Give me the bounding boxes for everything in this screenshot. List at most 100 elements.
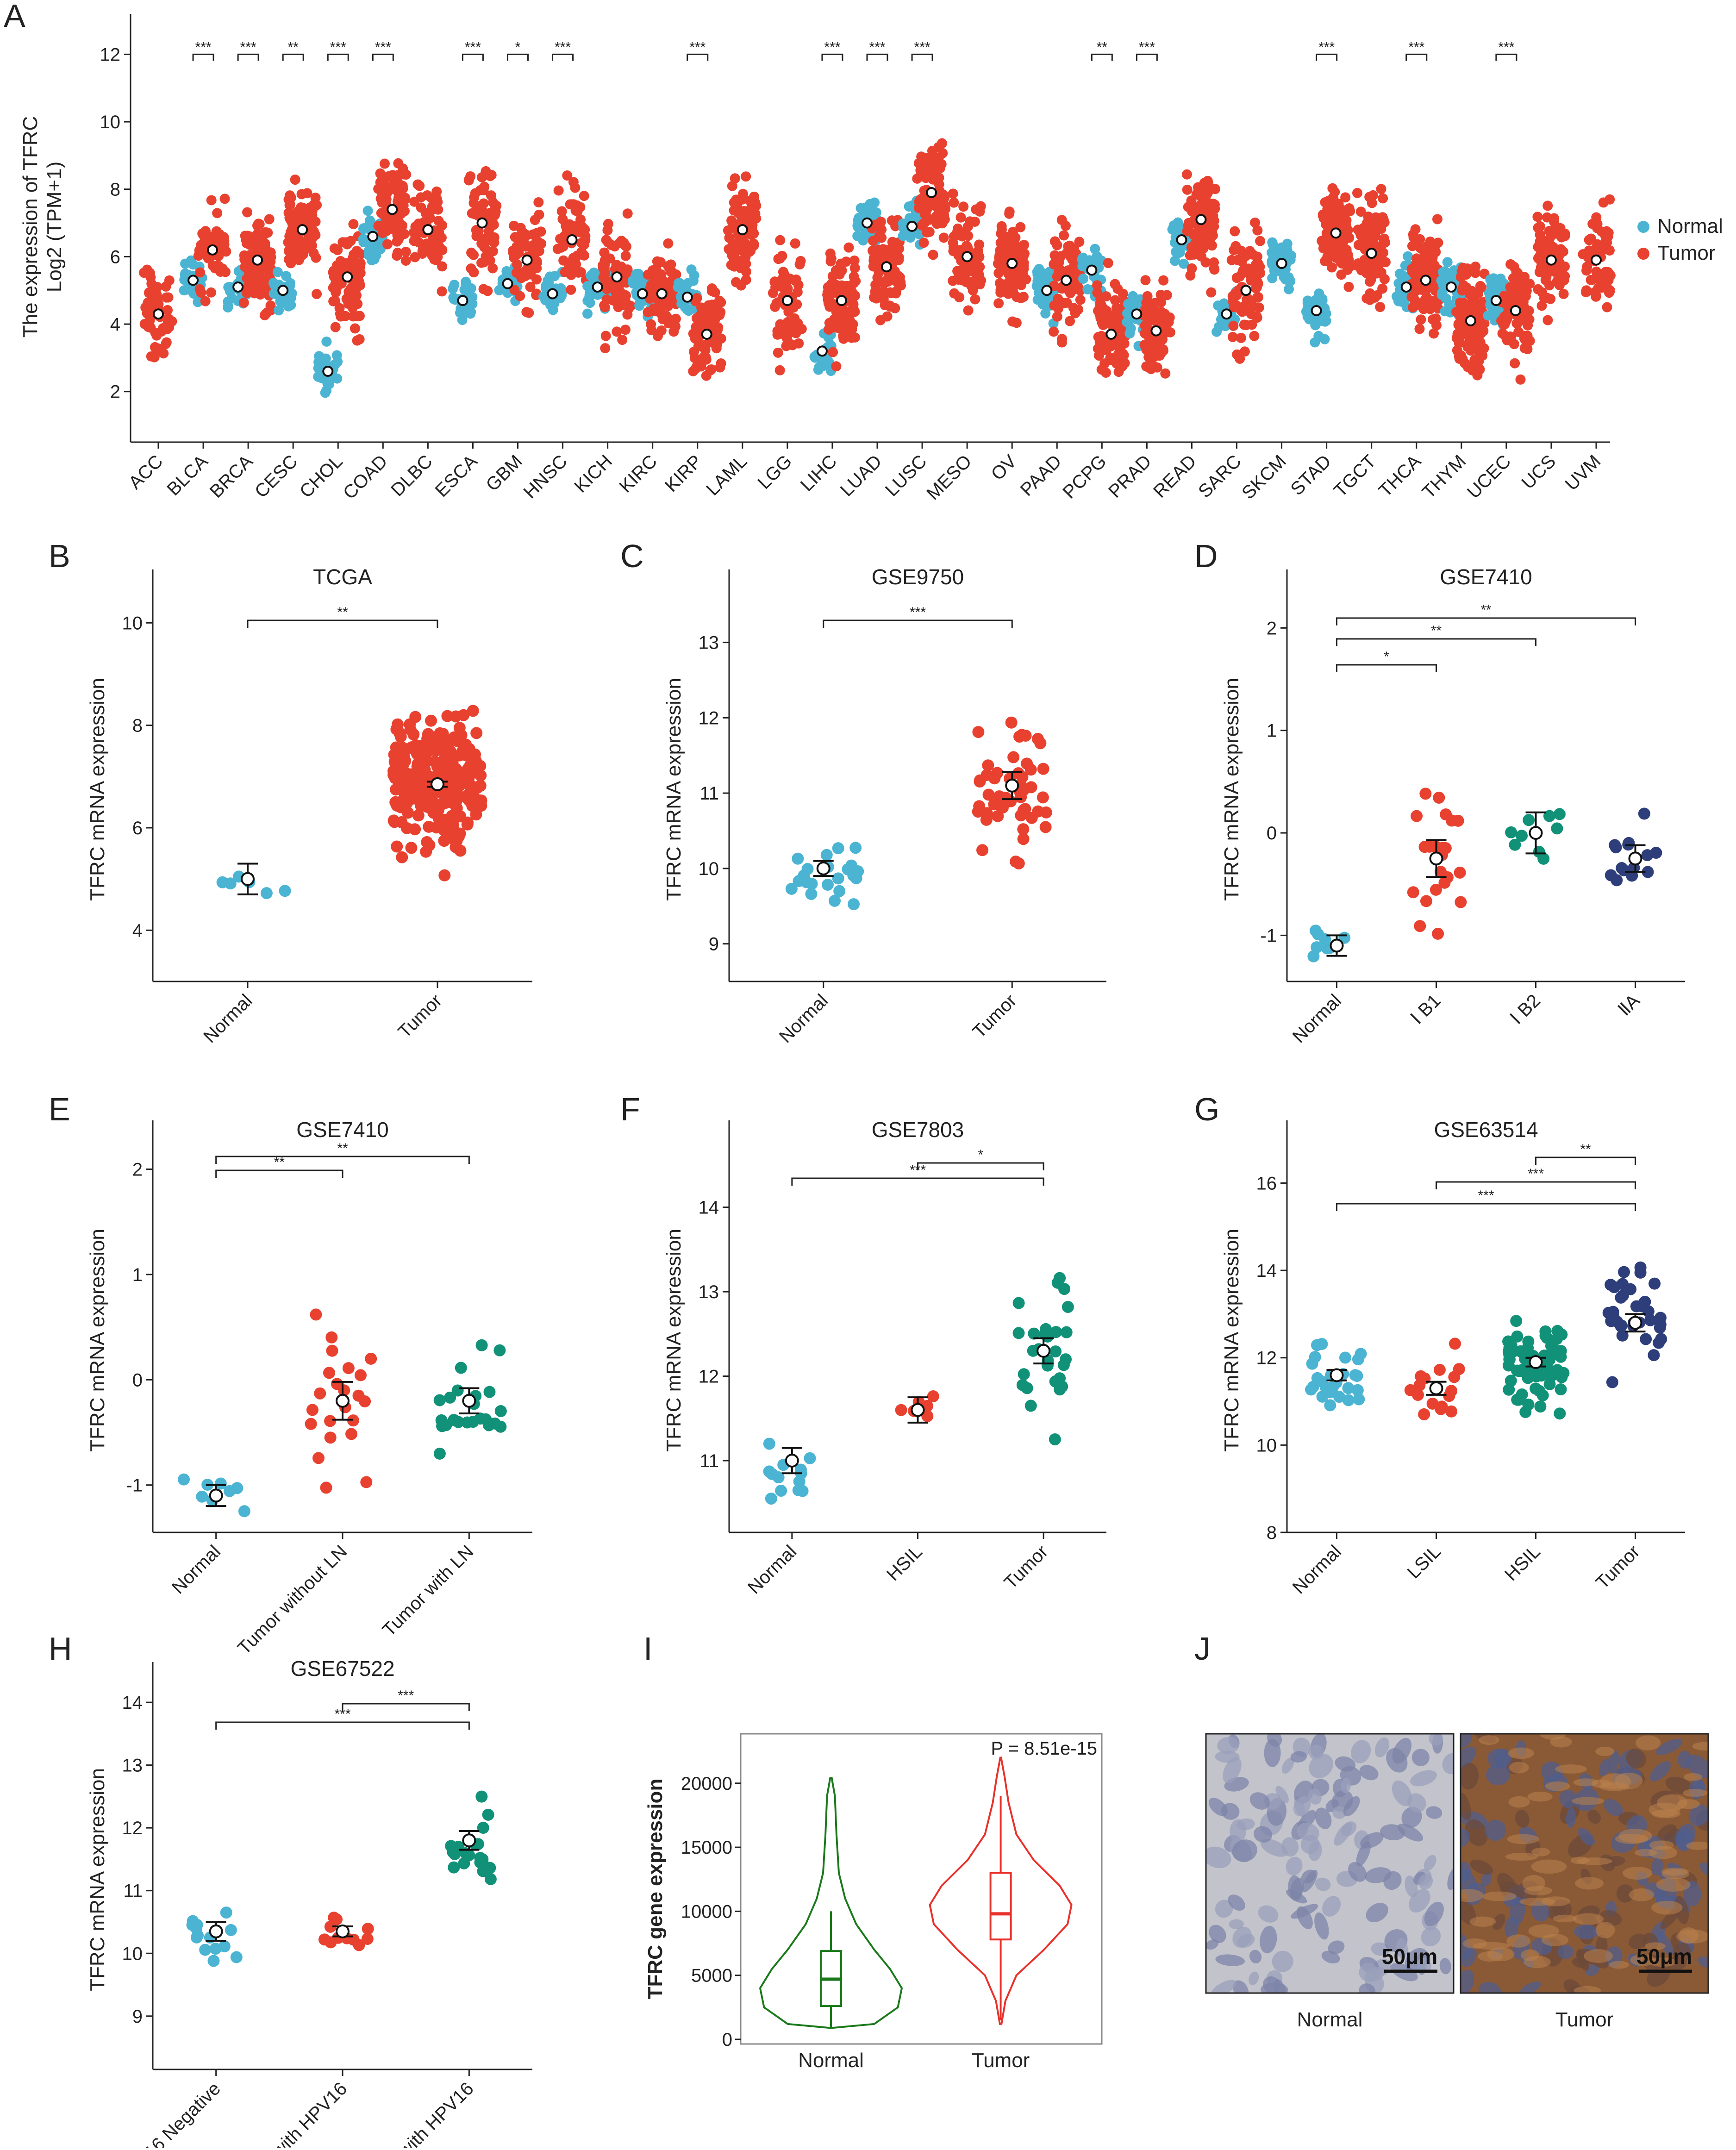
tumor-point xyxy=(870,280,881,290)
data-point xyxy=(1452,814,1464,827)
significance-label: *** xyxy=(869,39,885,55)
brown-stain xyxy=(1545,1781,1570,1791)
tumor-point xyxy=(329,271,339,282)
x-tick-label: LSIL xyxy=(1404,1541,1445,1582)
cell-nucleus xyxy=(1293,1796,1311,1817)
brown-stain xyxy=(1572,1797,1604,1805)
significance-bracket xyxy=(1336,638,1536,646)
tumor-point xyxy=(348,291,359,301)
data-point xyxy=(1539,1330,1552,1342)
tumor-point xyxy=(1255,236,1266,246)
tumor-point xyxy=(823,298,834,308)
data-point xyxy=(842,863,854,875)
data-point xyxy=(976,844,989,856)
tumor-point xyxy=(394,232,405,243)
tumor-point xyxy=(524,307,534,318)
brown-stain xyxy=(1618,1829,1652,1843)
brown-stain xyxy=(1634,1849,1657,1856)
tumor-point xyxy=(200,296,211,306)
y-tick-label: 10000 xyxy=(681,1901,732,1922)
data-point xyxy=(1411,1389,1424,1401)
significance-bracket xyxy=(917,1162,1044,1170)
tumor-point xyxy=(689,353,700,363)
data-point xyxy=(1019,803,1031,815)
data-point xyxy=(467,705,479,717)
tumor-point xyxy=(479,181,490,192)
significance-bracket xyxy=(247,619,438,628)
normal-median xyxy=(277,285,289,296)
tumor-point xyxy=(349,300,359,310)
tumor-point xyxy=(1602,237,1612,248)
data-point xyxy=(1534,1400,1547,1413)
data-point xyxy=(785,882,798,895)
normal-median xyxy=(187,275,199,286)
x-tick-label: Tumor xyxy=(1000,1541,1052,1593)
tumor-point xyxy=(775,235,786,245)
data-point xyxy=(438,869,451,881)
tumor-point xyxy=(1605,194,1615,205)
tumor-point xyxy=(556,206,567,217)
tumor-point xyxy=(1204,233,1215,244)
x-tick-label: THCA xyxy=(1375,451,1425,501)
data-point xyxy=(1027,1344,1039,1357)
legend-tumor-label: Tumor xyxy=(1657,242,1716,264)
tumor-median xyxy=(1465,315,1476,326)
data-point xyxy=(394,731,407,743)
x-tick-label: HNSC xyxy=(520,451,571,502)
significance-label: *** xyxy=(375,39,391,55)
data-point xyxy=(423,839,436,851)
tumor-point xyxy=(216,237,226,247)
data-point xyxy=(974,775,986,788)
normal-point xyxy=(285,278,296,288)
data-point xyxy=(1530,1382,1542,1395)
cell-nucleus xyxy=(1206,1939,1219,1950)
data-point xyxy=(483,1386,496,1398)
tumor-point xyxy=(468,198,479,208)
tumor-median xyxy=(566,234,578,245)
tumor-point xyxy=(1232,349,1243,360)
mean-marker xyxy=(1429,851,1443,866)
significance-label: ** xyxy=(1097,39,1108,55)
data-point xyxy=(461,818,474,831)
tumor-point xyxy=(599,247,610,258)
data-point xyxy=(324,1415,337,1427)
data-point xyxy=(352,1389,365,1402)
data-point xyxy=(1024,1400,1037,1412)
x-tick-label: Normal xyxy=(1289,990,1345,1047)
cell-nucleus xyxy=(1650,1761,1671,1781)
tumor-point xyxy=(843,306,853,317)
data-point xyxy=(446,756,459,769)
cell-nucleus xyxy=(1308,1788,1322,1805)
cell-nucleus xyxy=(1228,1894,1245,1911)
tumor-point xyxy=(566,284,576,295)
x-tick-label: Tumor xyxy=(1592,1541,1644,1593)
data-point xyxy=(1441,871,1454,884)
tumor-point xyxy=(1057,334,1068,344)
tumor-point xyxy=(749,200,760,211)
tumor-point xyxy=(1465,335,1475,345)
tumor-point xyxy=(1452,345,1462,356)
normal-point xyxy=(358,224,368,234)
normal-point xyxy=(365,215,375,226)
panel-title: GSE7803 xyxy=(872,1118,964,1142)
tumor-point xyxy=(382,239,393,250)
x-tick-label: UCS xyxy=(1517,451,1560,493)
normal-median xyxy=(502,278,513,289)
tumor-point xyxy=(670,313,681,324)
data-point xyxy=(1505,1375,1517,1387)
tumor-point xyxy=(1227,331,1238,342)
tumor-point xyxy=(934,198,944,209)
tumor-point xyxy=(580,231,591,242)
tumor-point xyxy=(601,294,612,305)
normal-point xyxy=(449,280,460,290)
normal-point xyxy=(856,203,866,213)
normal-median xyxy=(457,295,468,306)
y-tick-label: 2 xyxy=(110,382,120,402)
cell-nucleus xyxy=(1396,1938,1408,1959)
mean-marker xyxy=(1628,1316,1642,1330)
cell-nucleus xyxy=(1478,1982,1501,1993)
normal-point xyxy=(1269,265,1280,276)
